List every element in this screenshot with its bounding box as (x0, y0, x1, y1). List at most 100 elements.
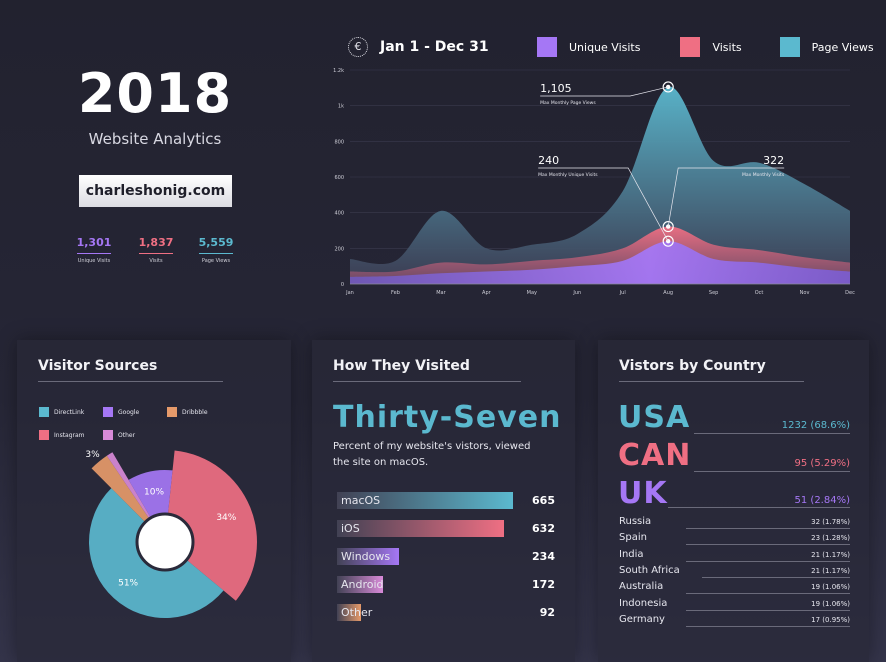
legend-item-instagram: Instagram (39, 430, 85, 440)
bar (337, 520, 505, 537)
area-series-page-views (350, 86, 850, 284)
x-tick-label: May (527, 290, 537, 296)
x-tick-label: Feb (391, 290, 400, 296)
country-name: Australia (619, 581, 664, 593)
annotation-label: Max Monthly Page Views (540, 100, 596, 106)
row-divider (686, 544, 850, 546)
date-range: Jan 1 - Dec 31 (380, 39, 489, 55)
bar-value: 665 (532, 494, 555, 507)
legend-swatch (779, 37, 800, 57)
bar (337, 492, 513, 509)
bar (337, 604, 362, 621)
page-subtitle: Website Analytics (88, 130, 222, 148)
annotation-leader (667, 167, 785, 227)
legend-item-page-views: Page Views (779, 37, 874, 57)
row-divider (686, 625, 850, 627)
stat-underline (77, 253, 111, 254)
area-chart: 1,105 Max Monthly Page Views 240 Max Monthl… (333, 68, 855, 296)
country-value: 23 (1.28%) (811, 534, 850, 543)
description-line-1: Percent of my website's vistors, viewed (333, 441, 531, 452)
legend-label: Google (118, 408, 140, 416)
legend-swatch (39, 407, 49, 417)
country-value-usa: 1232 (68.6%) (781, 420, 850, 431)
pie-slice-google (128, 470, 173, 524)
annotation-leader (538, 167, 669, 242)
bar-label: macOS (341, 494, 381, 507)
bar-label: Windows (341, 550, 391, 563)
stat-value: 5,559 (198, 236, 234, 249)
legend-swatch (39, 430, 49, 440)
row-divider (686, 528, 850, 529)
country-name: Spain (619, 532, 647, 544)
stat-value: 1,837 (138, 236, 174, 249)
domain-badge: charleshonig.com (79, 175, 232, 207)
bar-value: 632 (532, 522, 555, 535)
bar-value: 172 (532, 578, 555, 591)
country-value-can: 95 (5.29%) (794, 458, 850, 469)
annotation-marker (662, 220, 674, 233)
country-name: South Africa (619, 564, 680, 576)
legend-item-google: Google (103, 407, 139, 417)
annotation-dot (665, 84, 671, 90)
y-tick-label: 0 (341, 282, 344, 288)
x-tick-label: Aug (663, 290, 673, 296)
bar-row: Windows 234 (337, 548, 555, 565)
pie-slice-directlink (88, 488, 224, 619)
pie-slice-other (106, 452, 154, 524)
country-value: 19 (1.06%) (811, 583, 850, 592)
annotation-marker (662, 235, 674, 247)
annotation-value: 1,105 (540, 82, 572, 95)
legend-swatch (537, 37, 557, 57)
country-name: Indonesia (619, 597, 668, 609)
bar (337, 576, 383, 593)
country-name: Germany (619, 613, 665, 625)
bar-row: Android 172 (337, 576, 555, 593)
stat-visits: 1,837 Visits (126, 236, 186, 264)
pie-slice-label: 1% (97, 450, 112, 452)
x-tick-label: Apr (482, 290, 492, 296)
annotation-marker (662, 81, 674, 93)
panel-visitors-by-country: Vistors by Country USA 1232 (68.6%) CAN … (598, 340, 869, 662)
bar-row: macOS 665 (337, 492, 555, 509)
stat-label: Unique Visits (77, 258, 111, 264)
annotation-label: Max Monthly Visits (742, 172, 785, 178)
year-title: 2018 (77, 62, 233, 125)
bar (337, 548, 399, 565)
row-divider (702, 576, 850, 578)
row-divider (686, 609, 850, 611)
panel-how-they-visited: How They Visited Thirty-Seven Percent of… (312, 340, 575, 662)
country-code-usa: USA (618, 400, 691, 435)
row-divider (694, 471, 850, 472)
legend-item-unique-visits: Unique Visits (537, 37, 640, 57)
bar-label: Android (341, 578, 384, 591)
title-divider (333, 381, 521, 382)
country-code-uk: UK (618, 476, 668, 511)
legend-item-dribbble: Dribbble (167, 407, 208, 417)
x-tick-label: Dec (845, 290, 855, 296)
y-tick-label: 600 (334, 175, 344, 181)
x-tick-label: Nov (800, 290, 810, 296)
legend-swatch (680, 37, 701, 57)
annotation-value: 240 (538, 154, 559, 167)
stat-underline (139, 253, 173, 254)
legend-swatch (103, 407, 113, 417)
country-value: 19 (1.06%) (811, 599, 850, 608)
annotation-label: Max Monthly Unique Visits (538, 172, 598, 178)
country-value: 21 (1.17%) (811, 566, 850, 575)
bar-row: iOS 632 (337, 520, 555, 537)
x-tick-label: Jan (345, 290, 354, 296)
y-tick-label: 1k (338, 104, 344, 110)
x-tick-label: Mar (436, 290, 446, 296)
legend-label: Visits (712, 40, 742, 54)
country-value-uk: 51 (2.84%) (794, 495, 850, 506)
chart-legend: € Jan 1 - Dec 31 Unique Visits Visits Pa… (348, 36, 874, 58)
x-tick-label: Oct (755, 290, 764, 296)
legend-item-visits: Visits (680, 37, 742, 57)
row-divider (686, 593, 850, 595)
bar-row: Other 92 (337, 604, 555, 621)
pie-slice-instagram (167, 450, 257, 601)
country-code-can: CAN (618, 438, 692, 473)
legend-item-other: Other (103, 430, 135, 440)
legend-label: DirectLink (54, 408, 85, 416)
x-tick-label: Jun (572, 290, 581, 296)
